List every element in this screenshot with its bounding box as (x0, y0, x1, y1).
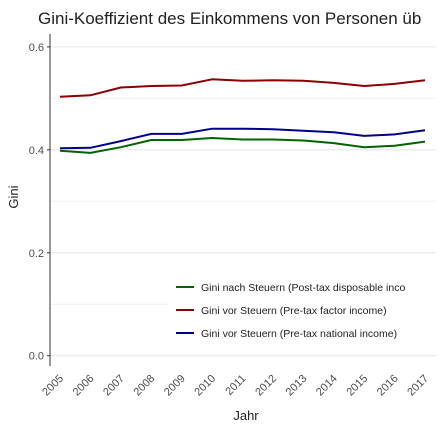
x-tick-label: 2017 (405, 373, 431, 399)
chart-title: Gini-Koeffizient des Einkommens von Pers… (38, 9, 421, 28)
series-line (59, 137, 426, 154)
x-tick-label: 2016 (375, 373, 401, 399)
x-tick-label: 2015 (344, 373, 370, 399)
x-tick-label: 2011 (223, 373, 248, 398)
series-lines (59, 78, 426, 154)
series-line (59, 127, 426, 150)
grid-lines (50, 46, 436, 357)
y-axis-label: Gini (6, 185, 21, 208)
x-tick-label: 2005 (40, 373, 66, 399)
x-axis-label: Jahr (233, 408, 259, 423)
x-tick-label: 2008 (132, 373, 158, 399)
x-tick-label: 2007 (101, 373, 127, 399)
y-tick-label: 0.6 (29, 42, 44, 54)
x-tick-label: 2012 (253, 373, 279, 399)
y-tick-labels: 0.0 0.2 0.4 0.6 (29, 42, 50, 363)
x-tick-label: 2006 (71, 373, 97, 399)
y-tick-label: 0.0 (29, 351, 44, 363)
legend-label: Gini vor Steuern (Pre-tax national incom… (201, 328, 397, 340)
y-tick-label: 0.4 (29, 145, 44, 157)
legend-label: Gini nach Steuern (Post-tax disposable i… (201, 282, 405, 294)
y-tick-label: 0.2 (29, 248, 44, 260)
legend: Gini nach Steuern (Post-tax disposable i… (168, 272, 436, 348)
x-tick-label: 2009 (162, 373, 188, 399)
legend-background (168, 272, 436, 348)
x-tick-label: 2013 (284, 373, 310, 399)
series-line (59, 78, 426, 98)
legend-label: Gini vor Steuern (Pre-tax factor income) (201, 305, 387, 317)
x-tick-label: 2014 (314, 373, 340, 399)
x-tick-label: 2010 (192, 373, 218, 399)
x-tick-labels: 2005 2006 2007 2008 2009 2010 2011 2012 2013 2014… (40, 373, 431, 399)
